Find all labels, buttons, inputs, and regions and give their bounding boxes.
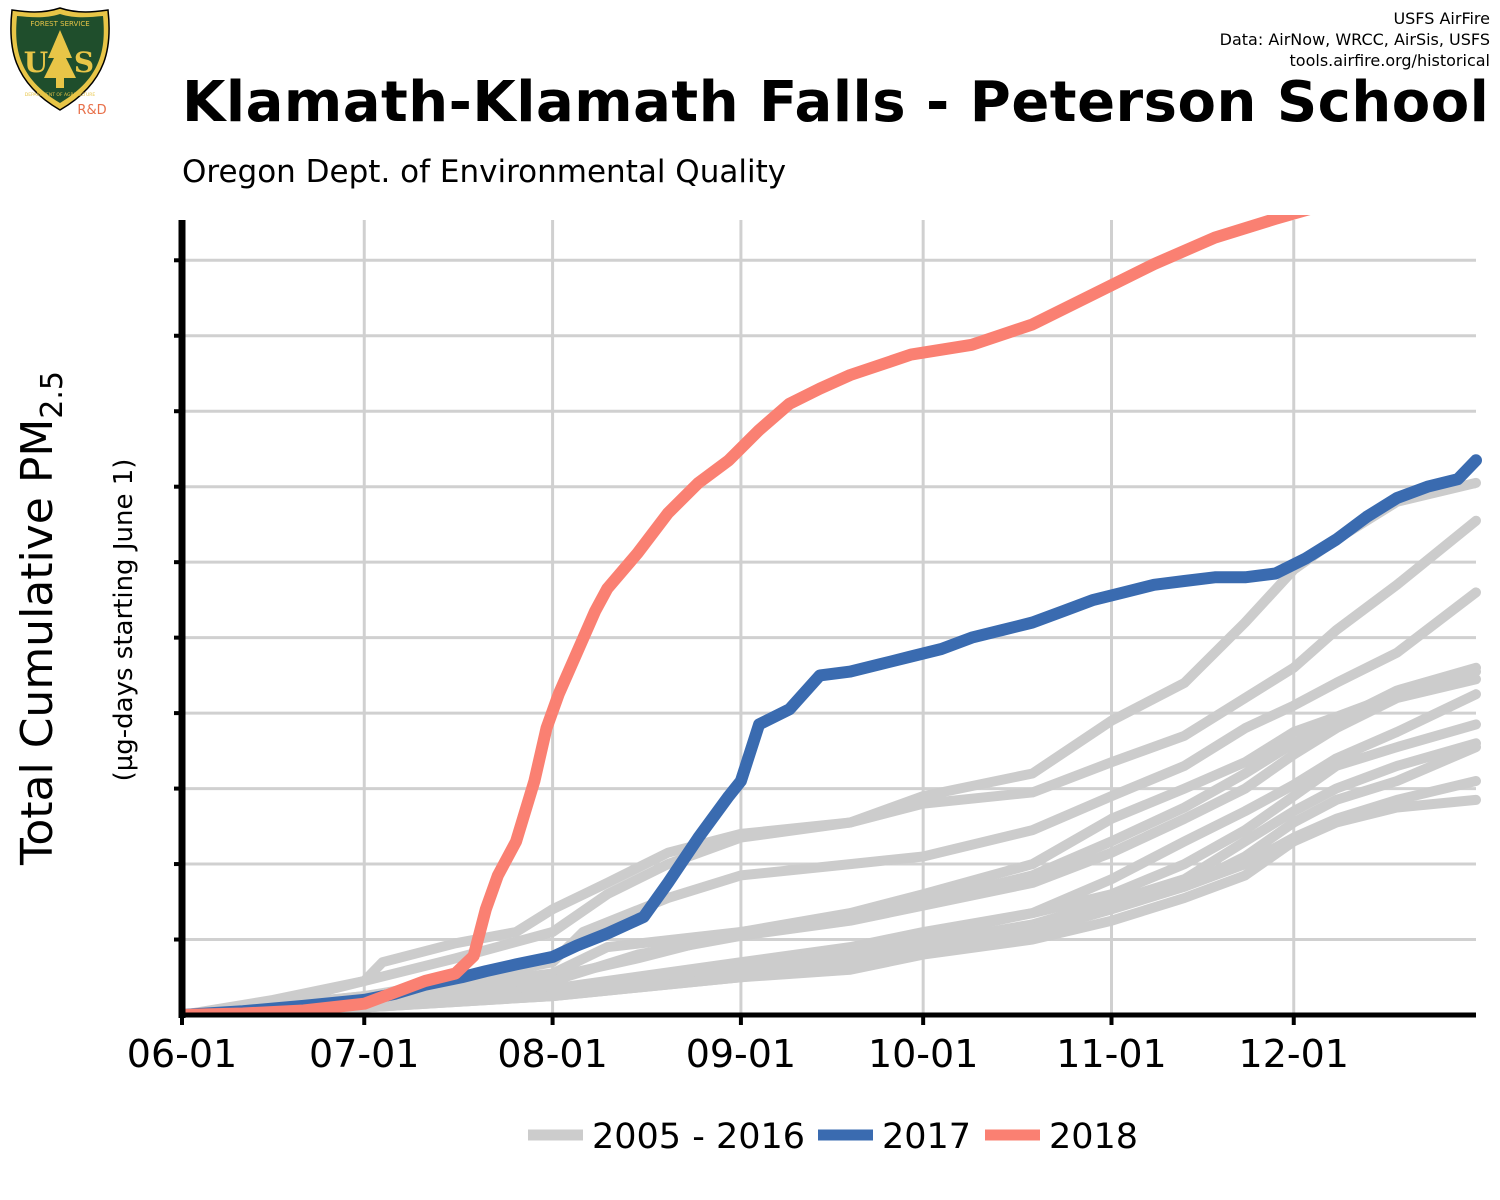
logo-letter-s: S (74, 46, 94, 79)
history-series-line (182, 674, 1481, 1017)
credit-line: Data: AirNow, WRCC, AirSis, USFS (1219, 30, 1490, 49)
credit-line: USFS AirFire (1393, 9, 1490, 28)
history-series-line (182, 666, 1481, 1017)
x-tick-label: 12-01 (1239, 1032, 1349, 1076)
x-tick-label: 07-01 (309, 1032, 419, 1076)
y-axis-label: Total Cumulative PM2.5 (12, 371, 70, 866)
series-lines (182, 215, 1482, 1017)
chart-title: Klamath-Klamath Falls - Peterson School (182, 70, 1490, 135)
credits-block: USFS AirFire Data: AirNow, WRCC, AirSis,… (1220, 8, 1490, 71)
history-series-line (182, 794, 1481, 1017)
legend-label: 2005 - 2016 (592, 1117, 805, 1157)
logo-bottom-text: DEPARTMENT OF AGRICULTURE (25, 92, 96, 98)
legend-label: 2018 (1049, 1117, 1138, 1157)
gridlines (182, 220, 1476, 1015)
legend: 2005 - 2016 2017 2018 (528, 1117, 1138, 1157)
x-tick-label: 10-01 (868, 1032, 978, 1076)
series-line-2018 (182, 215, 1311, 1017)
x-axis-ticks: 06-01 07-01 08-01 09-01 10-01 11-01 12-01 (127, 1015, 1349, 1076)
logo-letter-u: U (24, 46, 48, 79)
x-tick-label: 09-01 (686, 1032, 796, 1076)
logo-rd-tag: R&D (77, 103, 106, 118)
history-series-line (182, 515, 1481, 1017)
pine-tree-icon (44, 30, 76, 88)
credit-line: tools.airfire.org/historical (1289, 51, 1490, 70)
axes (174, 220, 1476, 1018)
usfs-shield-logo: U S FOREST SERVICE DEPARTMENT OF AGRICUL… (10, 7, 110, 118)
x-tick-label: 08-01 (497, 1032, 607, 1076)
x-tick-label: 11-01 (1056, 1032, 1166, 1076)
logo-top-text: FOREST SERVICE (30, 20, 89, 28)
y-axis-note: (µg-days starting June 1) (109, 459, 139, 782)
y-axis-label-subscript: 2.5 (35, 371, 70, 419)
legend-label: 2017 (882, 1117, 971, 1157)
y-axis-title: Total Cumulative PM2.5 (µg-days starting… (12, 371, 139, 866)
chart-subtitle: Oregon Dept. of Environmental Quality (182, 154, 787, 190)
series-line-2017 (182, 454, 1482, 1017)
x-tick-label: 06-01 (127, 1032, 237, 1076)
